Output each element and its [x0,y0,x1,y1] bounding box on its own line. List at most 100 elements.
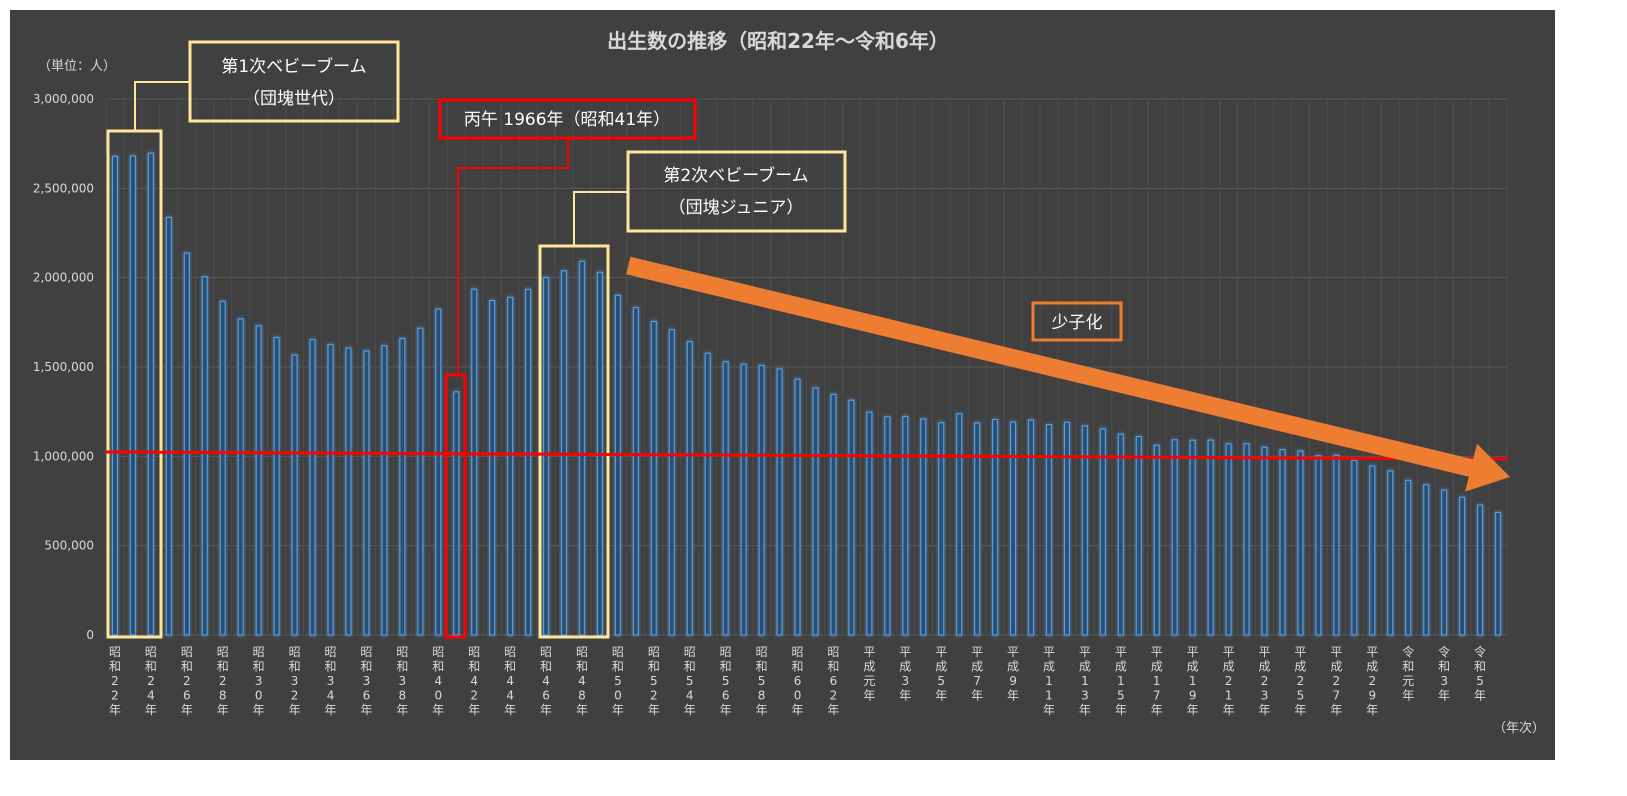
x-tick-label: 平成 2 7 年 [1330,645,1342,717]
bar-平成27年 [1333,454,1340,636]
hinoeuma-connector-line [457,138,569,375]
x-tick-label: 令和 5 年 [1474,644,1486,703]
hinoeuma-callout-box [438,98,697,140]
chart-svg: 昭和 2 2 年 昭和 2 4 年 昭和 2 6 年 昭和 2 8 年 昭和 3 0 年 昭和 3 2 年 昭和 3 4 年 昭和 3 6 年… [33,29,1545,736]
bar-平成20年 [1207,439,1214,636]
bar-平成30年 [1387,470,1394,636]
bar-昭和51年 [632,306,639,636]
decline-callout-label: 少子化 [1052,313,1103,333]
bar-昭和42年 [471,288,478,636]
unit-label: （単位：人） [38,58,116,74]
boom1-callout-line1: 第1次ベビーブーム [221,56,366,77]
x-tick-label: 昭和 2 4 年 [145,645,157,717]
bar-平成11年 [1045,423,1053,636]
bar-昭和62年 [830,393,837,636]
bar-昭和22年 [111,155,119,636]
reference-line [105,450,1508,461]
bar-平成元年 [866,411,873,636]
x-tick-label: 昭和 6 0 年 [792,645,804,717]
x-tick-label: 平成 1 5 年 [1115,645,1127,717]
x-tick-label: 昭和 5 0 年 [612,645,624,717]
bar-平成17年 [1153,444,1160,636]
bar-令和元年 [1405,479,1412,636]
x-tick-label: 昭和 2 2 年 [109,645,121,717]
x-tick-label: 昭和 5 6 年 [720,645,732,717]
x-tick-label: 昭和 3 8 年 [396,645,408,717]
bar-平成26年 [1315,455,1322,636]
x-tick-label: 昭和 5 2 年 [648,645,660,717]
bar-昭和63年 [848,399,855,636]
bar-平成12年 [1063,421,1071,636]
bar-昭和43年 [489,299,496,636]
bar-昭和23年 [129,155,137,636]
bar-平成5年 [938,422,945,636]
y-tick-label: 2,000,000 [33,271,94,285]
bar-昭和59年 [776,368,783,636]
y-tick-label: 1,500,000 [33,360,94,374]
bar-平成24年 [1279,449,1286,636]
bar-昭和40年 [435,308,442,636]
bar-平成3年 [902,415,909,636]
y-tick-label: 500,000 [44,539,94,553]
bar-平成2年 [884,416,891,636]
y-tick-label: 3,000,000 [33,92,94,106]
bar-昭和55年 [704,352,711,636]
bar-平成10年 [1027,419,1035,636]
bar-昭和38年 [399,337,406,636]
chart-title: 出生数の推移（昭和22年～令和6年） [607,29,949,53]
bar-昭和26年 [183,252,190,636]
decline-trend-arrow [626,256,1510,492]
x-tick-label: 平成 3 年 [899,645,911,703]
hinoeuma-highlight-box [444,373,467,639]
bar-令和6年 [1494,511,1502,636]
bar-昭和29年 [237,318,244,636]
boom2-connector-line [573,191,628,246]
bar-昭和57年 [740,363,747,636]
chart-panel: 昭和 2 2 年 昭和 2 4 年 昭和 2 6 年 昭和 2 8 年 昭和 3 0 年 昭和 3 2 年 昭和 3 4 年 昭和 3 6 年… [10,10,1555,760]
bar-平成6年 [956,413,963,636]
bar-昭和27年 [201,276,208,636]
bar-平成16年 [1135,435,1142,636]
bar-平成7年 [974,422,981,636]
bar-昭和41年 [453,391,460,636]
bar-平成18年 [1171,439,1178,636]
bar-昭和33年 [309,338,316,636]
x-tick-label: 昭和 4 6 年 [540,645,552,717]
boom1-callout-line2: （団塊世代） [243,89,345,109]
boom2-callout-box [626,150,847,233]
bar-昭和50年 [614,294,622,636]
bar-昭和60年 [794,378,801,636]
x-tick-label: 平成 9 年 [1007,645,1019,703]
x-tick-label: 昭和 2 8 年 [217,645,229,717]
x-tick-label: 平成 1 1 年 [1043,645,1055,717]
bar-昭和54年 [686,340,693,636]
bar-昭和61年 [812,387,819,636]
bar-昭和35年 [345,347,352,636]
x-tick-label: 昭和 3 2 年 [289,645,301,717]
x-tick-label: 平成 7 年 [971,645,983,703]
bar-昭和37年 [381,345,388,636]
bar-昭和36年 [363,350,370,636]
bar-平成19年 [1189,439,1196,636]
x-tick-label: 平成 2 9 年 [1366,645,1378,717]
boom1-callout-box [188,40,400,123]
boom2-callout-line2: （団塊ジュニア） [669,198,804,218]
x-tick-label: 昭和 4 8 年 [576,645,588,717]
bar-昭和52年 [650,320,657,636]
y-tick-label: 0 [86,628,94,642]
bar-昭和58年 [758,364,765,636]
bar-昭和45年 [524,288,532,636]
bar-昭和24年 [147,152,155,636]
x-tick-label: 平成 2 1 年 [1223,645,1235,717]
hinoeuma-callout-label: 丙午 1966年（昭和41年） [464,110,670,130]
bar-昭和56年 [722,361,729,636]
x-tick-label: 平成元年 [863,645,875,703]
x-tick-label: 昭和 6 2 年 [827,645,839,717]
x-tick-label: 平成 1 3 年 [1079,645,1091,717]
bar-平成21年 [1225,443,1232,636]
bar-平成4年 [920,418,927,636]
x-tick-label: 昭和 2 6 年 [181,645,193,717]
decline-callout-box [1031,301,1123,342]
bar-平成23年 [1261,446,1268,636]
x-tick-label: 昭和 4 0 年 [432,645,444,717]
